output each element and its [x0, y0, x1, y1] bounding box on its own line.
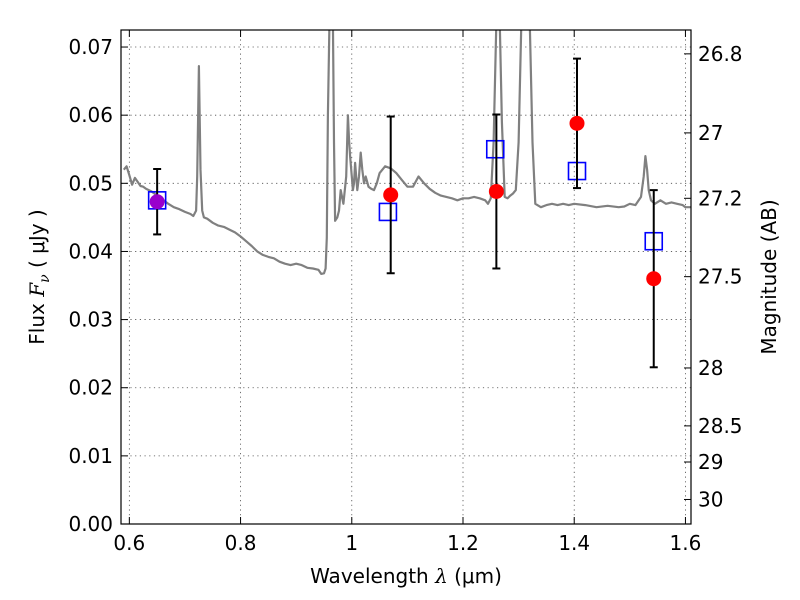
y-tick-labels: 0.00 0.01 0.02 0.03 0.04 0.05 0.06 0.07	[68, 35, 113, 536]
model-photometry-square	[485, 139, 505, 159]
model-photometry-markers	[147, 139, 664, 251]
grid-lines	[121, 30, 691, 525]
y-tick-label: 0.01	[68, 444, 113, 468]
observed-photometry-point	[569, 115, 585, 131]
y2-tick-label: 30	[698, 487, 723, 511]
observed-photometry-point	[383, 187, 399, 203]
y2-tick-label: 28	[698, 356, 723, 380]
observed-photometry-point	[149, 194, 165, 210]
y-tick-label: 0.06	[68, 103, 113, 127]
x-axis-label-prefix: Wavelength	[310, 564, 435, 588]
y-axis-symbol: F	[25, 282, 49, 298]
x-tick-label: 1.6	[670, 531, 702, 555]
y2-axis-label: Magnitude (AB)	[757, 199, 781, 354]
y2-tick-label: 27.5	[698, 265, 743, 289]
y-tick-label: 0.03	[68, 308, 113, 332]
x-tick-labels: 0.6 0.8 1 1.2 1.4 1.6	[113, 531, 701, 555]
observed-photometry-point	[488, 183, 504, 199]
observed-photometry-points	[149, 57, 662, 369]
y-tick-label: 0.07	[68, 35, 113, 59]
observed-photometry-point	[646, 271, 662, 287]
y2-tick-label: 27.2	[698, 186, 743, 210]
y-axis-subscript: ν	[37, 274, 53, 283]
plot-frame	[120, 29, 692, 525]
y2-tick-label: 28.5	[698, 414, 743, 438]
y2-tick-label: 27	[698, 121, 723, 145]
x-tick-label: 1	[345, 531, 358, 555]
y-axis-label-prefix: Flux	[25, 297, 49, 345]
y-axis-label: Flux Fν ( μJy )	[25, 209, 53, 344]
y2-tick-labels: 26.8 27 27.2 27.5 28 28.5 29 30	[698, 42, 743, 512]
y2-tick-label: 29	[698, 450, 723, 474]
y-tick-label: 0.05	[68, 171, 113, 195]
y-tick-label: 0.02	[68, 376, 113, 400]
y-tick-label: 0.04	[68, 239, 113, 263]
x-axis-symbol: λ	[434, 564, 448, 588]
y2-tick-label: 26.8	[698, 42, 743, 66]
x-tick-label: 1.4	[558, 531, 590, 555]
y-axis-unit: ( μJy )	[25, 209, 49, 274]
y-tick-label: 0.00	[68, 512, 113, 536]
x-tick-label: 0.8	[225, 531, 257, 555]
x-tick-label: 0.6	[113, 531, 145, 555]
x-tick-label: 1.2	[447, 531, 479, 555]
x-axis-label: Wavelength λ (μm)	[310, 564, 502, 588]
x-axis-unit: (μm)	[448, 564, 502, 588]
model-spectrum-line	[122, 30, 691, 275]
model-photometry-square	[378, 202, 398, 222]
axis-ticks	[121, 30, 691, 525]
